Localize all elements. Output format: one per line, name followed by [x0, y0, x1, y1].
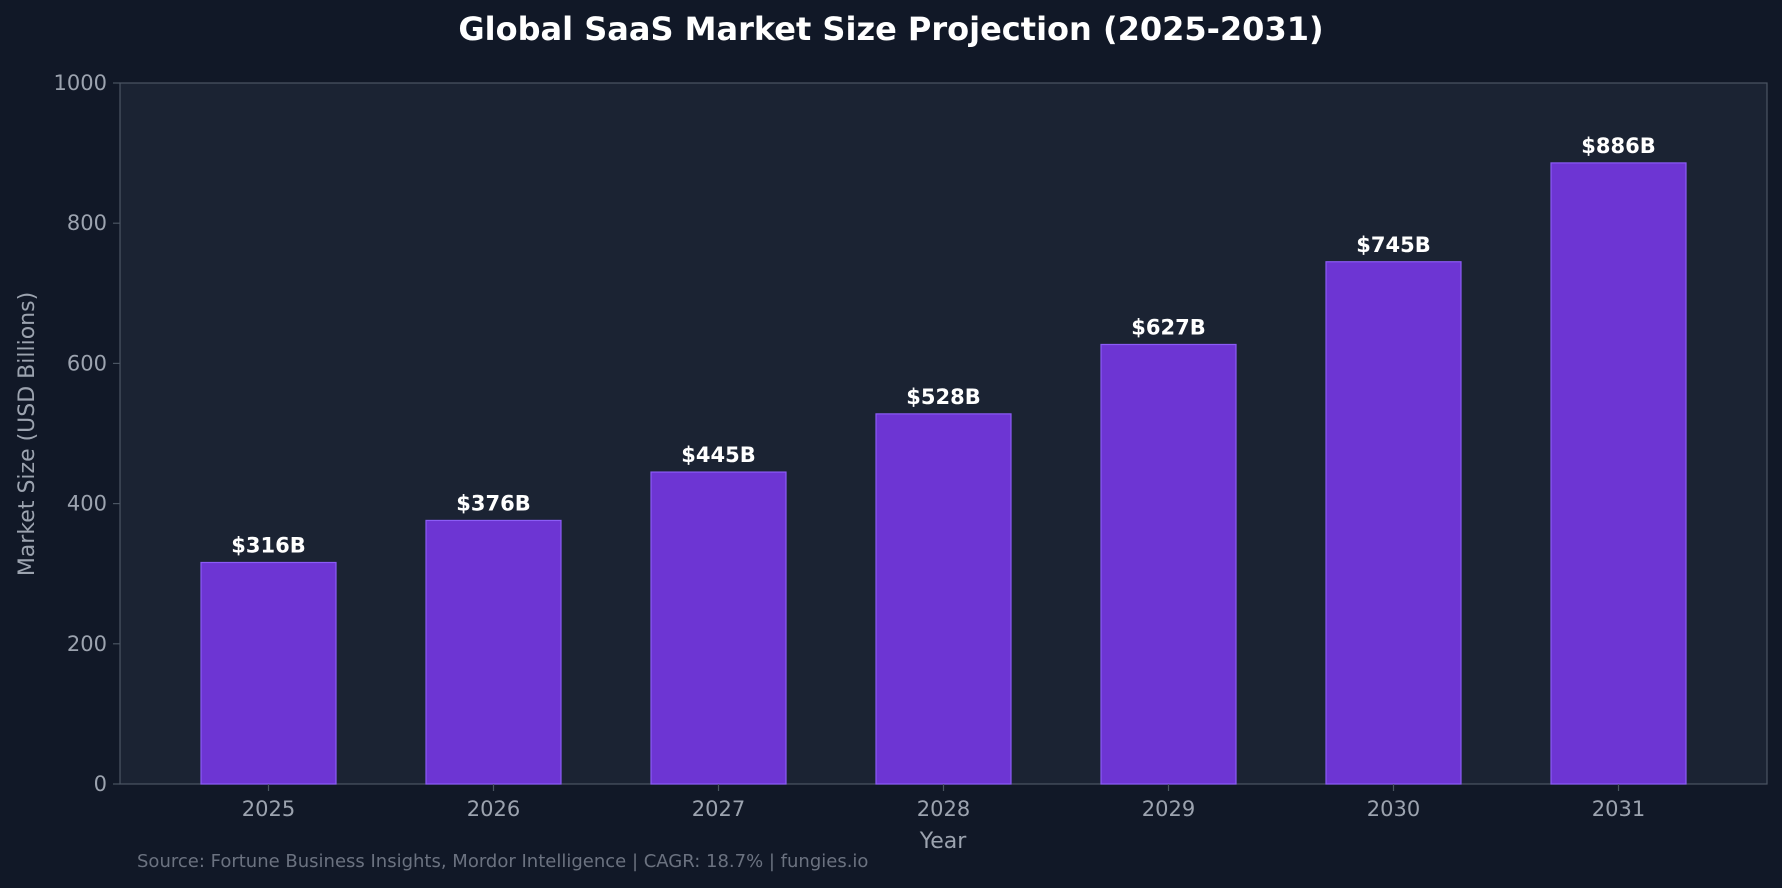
x-tick-label: 2031	[1592, 797, 1645, 821]
y-tick-label: 400	[67, 492, 107, 516]
x-tick-label: 2030	[1367, 797, 1420, 821]
bar-value-label: $376B	[456, 491, 530, 515]
bars-group: $316B $376B $445B $528B $627B $745B $886B	[200, 134, 1687, 785]
y-axis-label: Market Size (USD Billions)	[15, 292, 40, 576]
bar-value-label: $627B	[1131, 315, 1205, 339]
y-tick-label: 0	[94, 772, 107, 796]
bar-value-label: $445B	[681, 443, 755, 467]
y-tick-label: 600	[67, 351, 107, 375]
y-tick-label: 800	[67, 211, 107, 235]
x-tick-label: 2026	[467, 797, 520, 821]
x-tick-label: 2029	[1142, 797, 1195, 821]
bar-2026	[425, 519, 562, 785]
bar-value-label: $316B	[231, 533, 305, 557]
bar-2030	[1325, 261, 1462, 785]
x-tick-label: 2027	[692, 797, 745, 821]
bar-2027	[650, 471, 787, 785]
bar-2029	[1100, 343, 1237, 785]
bar-value-label: $745B	[1356, 233, 1430, 257]
source-note: Source: Fortune Business Insights, Mordo…	[137, 851, 869, 872]
chart-title: Global SaaS Market Size Projection (2025…	[458, 10, 1323, 48]
x-tick-label: 2025	[242, 797, 295, 821]
y-axis: 0 200 400 600 800 1000	[54, 71, 120, 796]
x-axis-label: Year	[919, 829, 968, 854]
bar-2025	[200, 561, 337, 785]
x-tick-label: 2028	[917, 797, 970, 821]
bar-value-label: $528B	[906, 385, 980, 409]
bar-2031	[1550, 162, 1687, 785]
x-axis: 2025 2026 2027 2028 2029 2030 2031	[242, 784, 1645, 821]
bar-value-label: $886B	[1581, 134, 1655, 158]
y-tick-label: 1000	[54, 71, 107, 95]
y-tick-label: 200	[67, 632, 107, 656]
bar-2028	[875, 413, 1012, 785]
